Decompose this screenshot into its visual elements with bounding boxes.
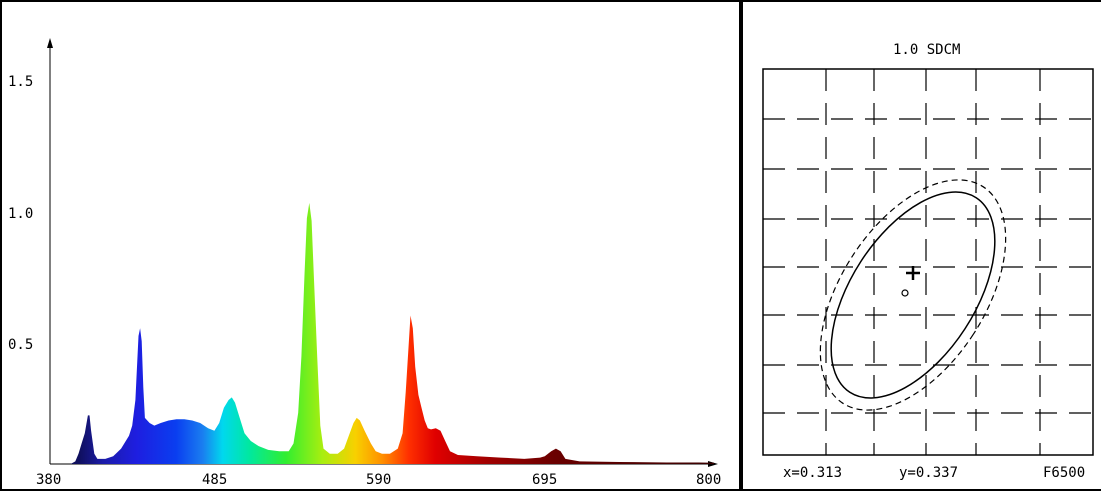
reference-illuminant: F6500 (1043, 465, 1086, 481)
sdcm-grid (763, 69, 1093, 455)
x-tick-label: 485 (202, 472, 227, 488)
spectrum-area (50, 202, 714, 464)
x-tick-label: 380 (36, 472, 61, 488)
y-axis-arrow (47, 38, 53, 48)
sdcm-title: 1.0 SDCM (893, 42, 960, 58)
sdcm-chart: 1.0 SDCM (762, 42, 1094, 456)
measured-point-marker (901, 289, 909, 297)
chromaticity-y-readout: y=0.337 (899, 465, 959, 481)
x-tick-label: 590 (366, 472, 391, 488)
sdcm-plot-frame (762, 68, 1094, 456)
x-tick-label: 800 (696, 472, 721, 488)
sdcm-ellipse (830, 191, 996, 399)
spectrum-panel: 0.5 1.0 1.5 380 485 590 695 800 (0, 0, 741, 491)
reference-point-marker (906, 266, 920, 280)
spectrum-chart: 0.5 1.0 1.5 380 485 590 695 800 (8, 38, 721, 488)
y-tick-label: 1.5 (8, 74, 33, 90)
y-tick-label: 1.0 (8, 206, 33, 222)
sdcm-outer-ellipse (819, 179, 1007, 411)
x-tick-label: 695 (532, 472, 557, 488)
y-tick-label: 0.5 (8, 337, 33, 353)
chromaticity-x-readout: x=0.313 (783, 465, 843, 481)
sdcm-panel: 1.0 SDCM x=0.313 y=0.337 F65 (741, 0, 1101, 491)
